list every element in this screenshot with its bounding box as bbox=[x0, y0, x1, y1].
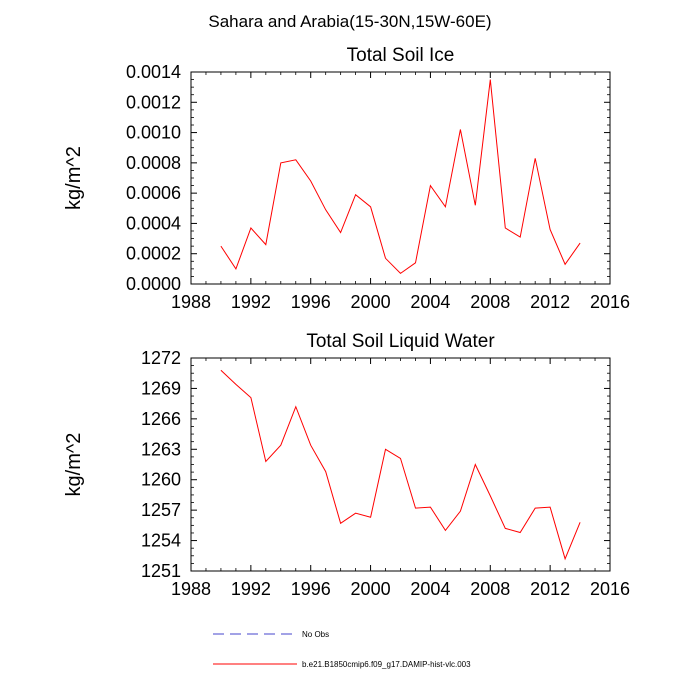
legend: No Obs b.e21.B1850cmip6.f09_g17.DAMIP-hi… bbox=[213, 630, 471, 669]
chart-title: Total Soil Ice bbox=[347, 45, 455, 66]
plot-frame bbox=[190, 71, 611, 285]
y-tick-label: 0.0000 bbox=[126, 274, 181, 294]
x-tick-label: 1992 bbox=[231, 292, 271, 312]
legend-label-no-obs: No Obs bbox=[302, 630, 329, 639]
panel-total-soil-liquid-water: 1988 1992 1996 2000 2004 2008 2012 2016 1251 1254… bbox=[63, 331, 630, 599]
x-tick-label: 2016 bbox=[590, 292, 630, 312]
x-tick-label: 1988 bbox=[171, 579, 211, 599]
x-tick-label: 1992 bbox=[231, 579, 271, 599]
x-tick-label: 2016 bbox=[590, 579, 630, 599]
x-tick-label: 2000 bbox=[351, 579, 391, 599]
x-tick-label: 2008 bbox=[470, 579, 510, 599]
y-tick-label: 1266 bbox=[141, 409, 181, 429]
chart-title: Total Soil Liquid Water bbox=[306, 331, 495, 352]
y-tick-label: 0.0004 bbox=[126, 213, 181, 233]
x-tick-label: 2012 bbox=[530, 292, 570, 312]
y-tick-label: 0.0006 bbox=[126, 183, 181, 203]
figure-title: Sahara and Arabia(15-30N,15W-60E) bbox=[208, 12, 491, 31]
y-tick-label: 0.0010 bbox=[126, 123, 181, 143]
legend-label-model: b.e21.B1850cmip6.f09_g17.DAMIP-hist-vlc.… bbox=[302, 660, 471, 669]
x-tick-label: 2004 bbox=[410, 292, 450, 312]
x-tick-label: 2000 bbox=[351, 292, 391, 312]
x-tick-label: 1996 bbox=[291, 579, 331, 599]
x-tick-label: 2004 bbox=[410, 579, 450, 599]
series-line-b-e21-b1850cmip6-f09-g17-damip-hist-vlc-003 bbox=[220, 79, 581, 275]
y-tick-label: 1269 bbox=[141, 378, 181, 398]
x-tick-label: 2008 bbox=[470, 292, 510, 312]
y-tick-label: 0.0014 bbox=[126, 62, 181, 82]
y-tick-label: 0.0008 bbox=[126, 153, 181, 173]
y-tick-label: 1263 bbox=[141, 439, 181, 459]
panel-total-soil-ice: 1988 1992 1996 2000 2004 2008 2012 2016 0.0000 0.… bbox=[63, 45, 630, 312]
y-axis-label: kg/m^2 bbox=[63, 433, 85, 497]
plot-frame bbox=[190, 357, 611, 572]
y-tick-label: 1257 bbox=[141, 500, 181, 520]
y-tick-label: 1254 bbox=[141, 531, 181, 551]
x-tick-label: 2012 bbox=[530, 579, 570, 599]
y-tick-label: 0.0002 bbox=[126, 244, 181, 264]
x-tick-label: 1988 bbox=[171, 292, 211, 312]
x-tick-label: 1996 bbox=[291, 292, 331, 312]
y-tick-label: 1272 bbox=[141, 348, 181, 368]
y-tick-label: 1260 bbox=[141, 470, 181, 490]
y-tick-label: 1251 bbox=[141, 561, 181, 581]
series-line-b-e21-b1850cmip6-f09-g17-damip-hist-vlc-003 bbox=[220, 369, 581, 561]
y-axis-label: kg/m^2 bbox=[63, 146, 85, 210]
y-tick-label: 0.0012 bbox=[126, 92, 181, 112]
